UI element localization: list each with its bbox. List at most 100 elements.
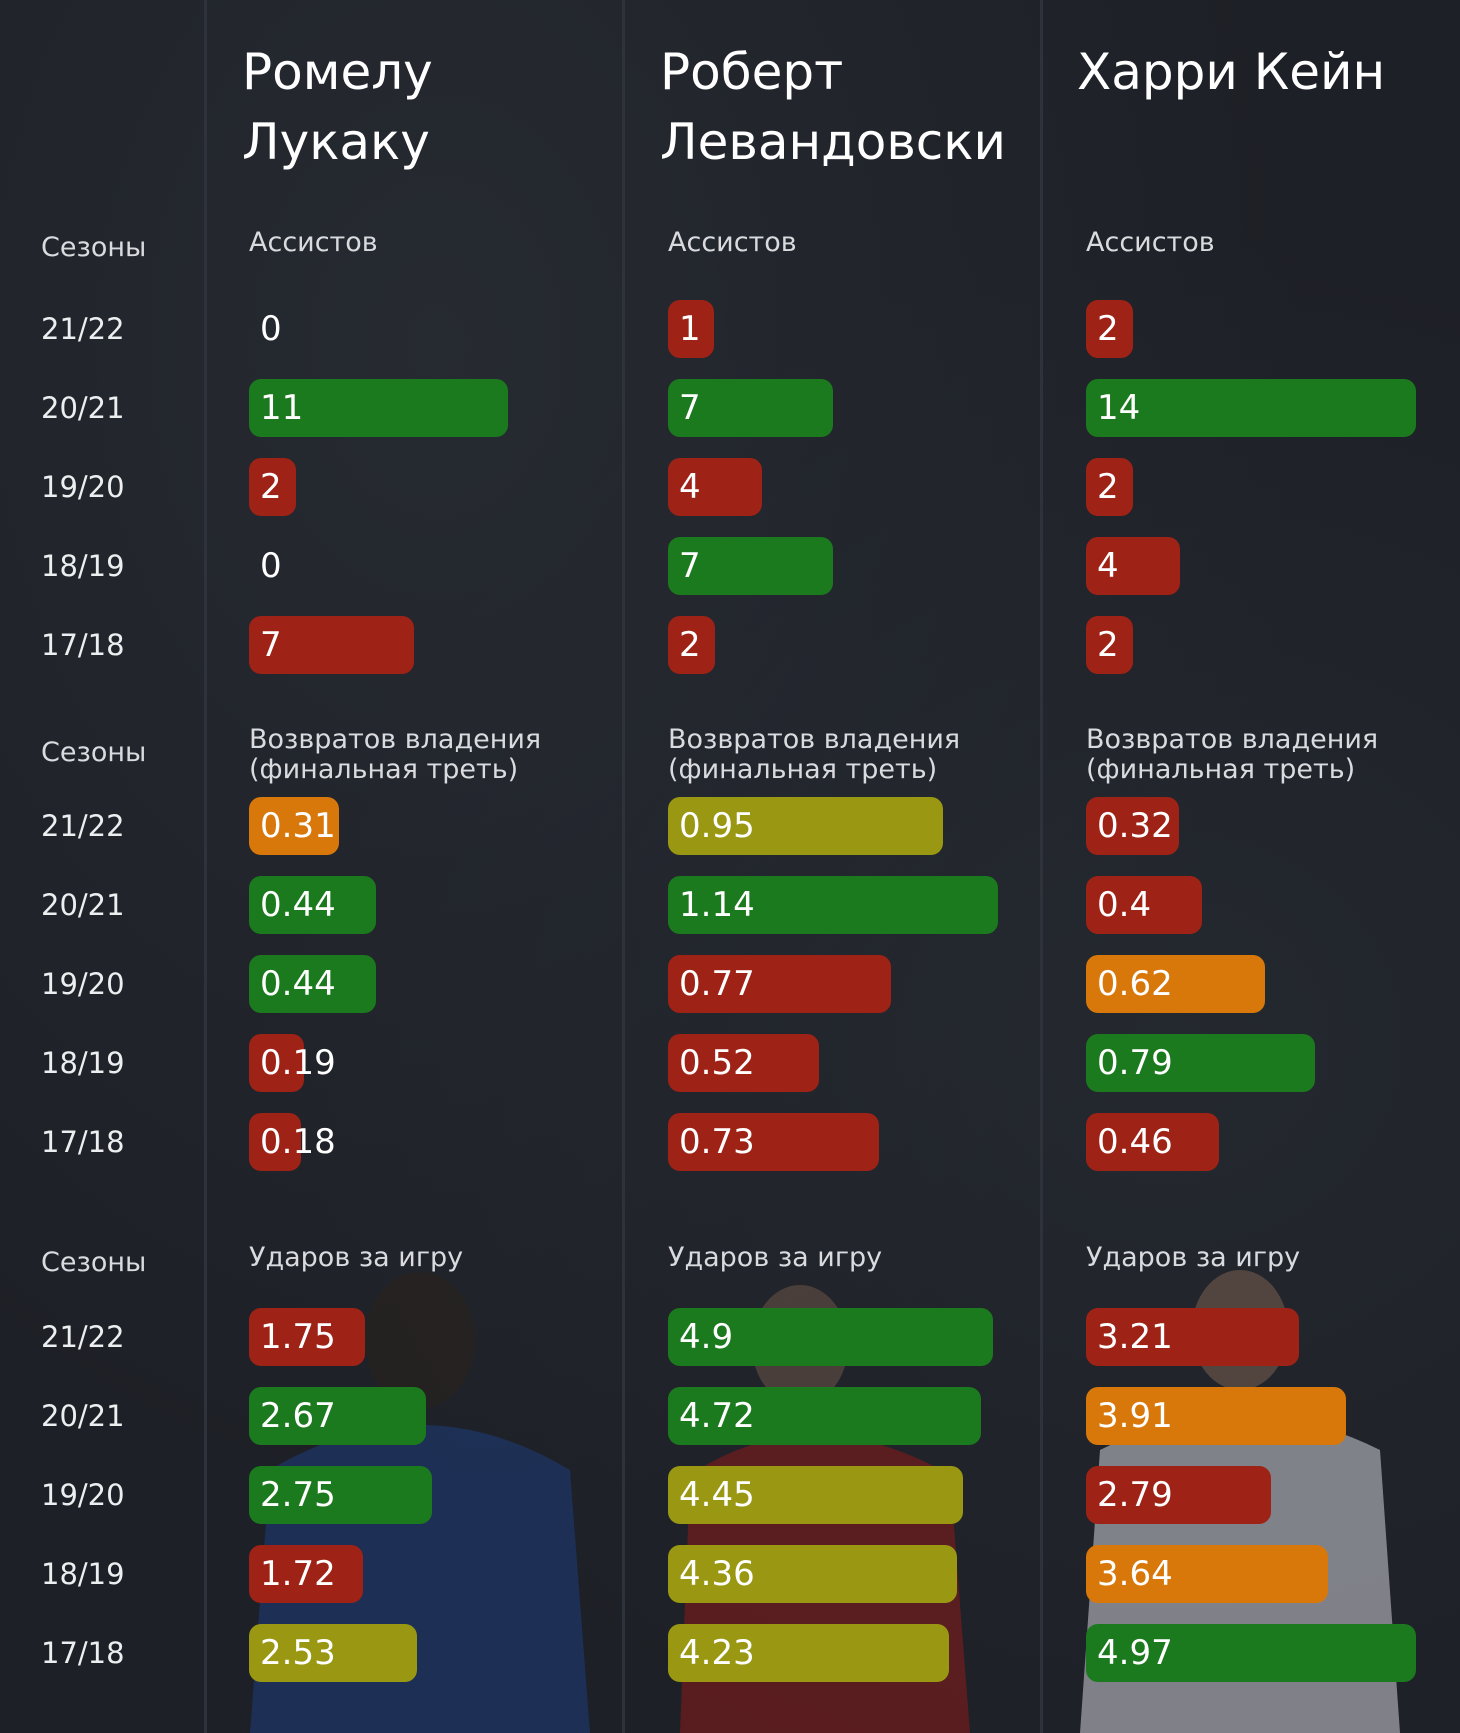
season-label: 18/19 (41, 1557, 125, 1591)
metric-label: Ассистов (249, 227, 378, 258)
bar (1086, 1113, 1219, 1171)
bar (249, 1624, 417, 1682)
bar-value-label: 3.64 (1097, 1554, 1173, 1594)
season-label: 20/21 (41, 391, 125, 425)
bar (249, 1308, 365, 1366)
bar-value-label: 4 (679, 467, 701, 507)
bar-value-label: 2.53 (260, 1633, 336, 1673)
bar-value-label: 4.97 (1097, 1633, 1173, 1673)
column-separator (622, 0, 625, 1733)
bar-value-label: 2 (1097, 625, 1119, 665)
season-label: 19/20 (41, 1478, 125, 1512)
bar-value-label: 0.79 (1097, 1043, 1173, 1083)
bar (668, 1466, 963, 1524)
bar-value-label: 2.67 (260, 1396, 336, 1436)
metric-label: Ударов за игру (1086, 1242, 1301, 1273)
season-label: 18/19 (41, 549, 125, 583)
bar (668, 616, 715, 674)
season-label: 17/18 (41, 1125, 125, 1159)
bar (249, 379, 508, 437)
bar (1086, 1545, 1328, 1603)
bar-value-label: 7 (260, 625, 282, 665)
bar-value-label: 1.14 (679, 885, 755, 925)
bar-value-label: 2 (1097, 309, 1119, 349)
bar (668, 955, 891, 1013)
metric-label: Ассистов (668, 227, 797, 258)
bar-value-label: 2 (679, 625, 701, 665)
bar-value-label: 0 (260, 309, 282, 349)
bar (1086, 616, 1133, 674)
bar-value-label: 0.44 (260, 964, 336, 1004)
bar-value-label: 1 (679, 309, 701, 349)
bar (668, 537, 833, 595)
bar-value-label: 11 (260, 388, 304, 428)
bar-value-label: 0.95 (679, 806, 755, 846)
bar-value-label: 2.75 (260, 1475, 336, 1515)
bar-value-label: 0.4 (1097, 885, 1152, 925)
bar (1086, 379, 1416, 437)
season-label: 21/22 (41, 809, 125, 843)
bar-value-label: 0.77 (679, 964, 755, 1004)
player-name-kane: Харри Кейн (1077, 43, 1386, 101)
bar-value-label: 0.73 (679, 1122, 755, 1162)
bar-value-label: 4.45 (679, 1475, 755, 1515)
bar-value-label: 3.21 (1097, 1317, 1173, 1357)
bar-value-label: 0 (260, 546, 282, 586)
season-label: 21/22 (41, 312, 125, 346)
bar (249, 1034, 304, 1092)
season-header: Сезоны (41, 737, 147, 768)
bar (1086, 797, 1179, 855)
bar (668, 1308, 993, 1366)
bar (1086, 1308, 1299, 1366)
season-label: 19/20 (41, 967, 125, 1001)
bar-value-label: 0.18 (260, 1122, 336, 1162)
bar (249, 1387, 426, 1445)
bar-value-label: 0.52 (679, 1043, 755, 1083)
season-label: 21/22 (41, 1320, 125, 1354)
season-label: 20/21 (41, 888, 125, 922)
bar-value-label: 4.23 (679, 1633, 755, 1673)
bar (668, 797, 943, 855)
bar (249, 876, 376, 934)
bar (249, 1466, 432, 1524)
season-header: Сезоны (41, 232, 147, 263)
bar-value-label: 0.44 (260, 885, 336, 925)
player-name-lewandowski: Роберт Левандовски (660, 43, 1006, 171)
bar-value-label: 4.72 (679, 1396, 755, 1436)
bar-value-label: 4 (1097, 546, 1119, 586)
bar (249, 1113, 301, 1171)
bar (668, 1624, 949, 1682)
bar (668, 1387, 981, 1445)
bar (668, 458, 762, 516)
bar (249, 797, 339, 855)
bar-value-label: 2 (1097, 467, 1119, 507)
column-separator (204, 0, 207, 1733)
player-name-lukaku: Ромелу Лукаку (242, 43, 433, 171)
bar (249, 955, 376, 1013)
metric-label: Возвратов владения (финальная треть) (249, 724, 542, 785)
bar-value-label: 4.36 (679, 1554, 755, 1594)
bar-value-label: 0.19 (260, 1043, 336, 1083)
bar (1086, 1387, 1346, 1445)
metric-label: Ударов за игру (668, 1242, 883, 1273)
season-header: Сезоны (41, 1247, 147, 1278)
bar (668, 300, 714, 358)
bar (1086, 876, 1202, 934)
bar (668, 876, 998, 934)
bar-value-label: 0.62 (1097, 964, 1173, 1004)
metric-label: Возвратов владения (финальная треть) (668, 724, 961, 785)
bar (1086, 1034, 1315, 1092)
bar-value-label: 2.79 (1097, 1475, 1173, 1515)
season-label: 20/21 (41, 1399, 125, 1433)
bar (1086, 1466, 1271, 1524)
bar-value-label: 2 (260, 467, 282, 507)
season-label: 17/18 (41, 1636, 125, 1670)
season-label: 17/18 (41, 628, 125, 662)
metric-label: Возвратов владения (финальная треть) (1086, 724, 1379, 785)
season-label: 18/19 (41, 1046, 125, 1080)
bar (1086, 458, 1133, 516)
metric-label: Ударов за игру (249, 1242, 464, 1273)
season-label: 19/20 (41, 470, 125, 504)
bar-value-label: 1.75 (260, 1317, 336, 1357)
